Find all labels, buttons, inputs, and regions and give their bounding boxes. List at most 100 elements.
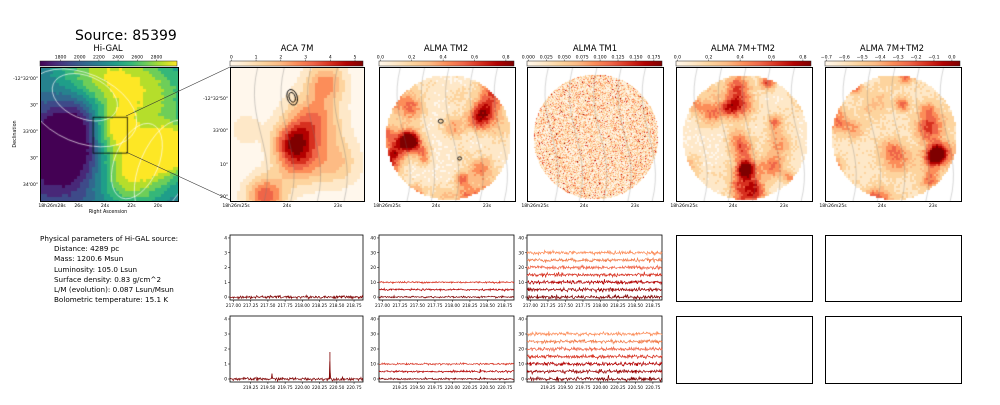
spectrum-series (526, 264, 663, 271)
colorbar-tick-label: 0.4 (736, 55, 743, 61)
empty-spectrum-box (676, 235, 813, 302)
spectrum-x-tick-label: 219.50 (410, 385, 425, 391)
spectrum-y-tick-label: 0 (521, 377, 524, 383)
colorbar-tick-label: −0.2 (910, 55, 921, 61)
spectrum-x-tick-label: 217.25 (243, 303, 258, 309)
spectrum-series (526, 360, 663, 367)
spectrum-x-tick-label: 220.50 (480, 385, 495, 391)
spectrum-x-tick-label: 219.50 (260, 385, 275, 391)
colorbar-tick-label: 5 (354, 55, 357, 61)
colorbar (229, 60, 364, 67)
spectrum-series (526, 345, 663, 353)
spectrum-series (526, 249, 663, 257)
axis-tick-label: 26s (74, 203, 83, 209)
colorbar-tick-label: −0.1 (928, 55, 939, 61)
axis-tick-label: 24s (432, 203, 441, 209)
param-mass: Mass: 1200.6 Msun (54, 254, 124, 264)
spectrum-panel: 0 1 2 3 4 217.00 217.25 217.50 217.75 218.00 218.2… (224, 234, 364, 309)
spectrum-y-tick-label: 10 (370, 362, 376, 368)
spectrum-x-tick-label: 217.75 (427, 303, 442, 309)
spectrum-y-tick-label: 4 (224, 317, 227, 323)
axis-tick-label: 22s (127, 203, 136, 209)
spectrum-x-tick-label: 218.75 (645, 303, 660, 309)
spectrum-x-tick-label: 218.50 (329, 303, 344, 309)
axis-tick-label: 30" (30, 103, 38, 109)
higal-map (40, 67, 179, 202)
colorbar-tick-label: 0 (230, 55, 233, 61)
spectrum-series (378, 361, 515, 366)
colorbar-tick-label: 0.175 (647, 55, 660, 61)
axis-tick-label: 33'00" (213, 128, 228, 134)
panel-title-aca7m: ACA 7M (280, 44, 314, 54)
spectrum-series (378, 294, 515, 299)
panel-title-higal: Hi-GAL (93, 44, 123, 54)
axis-tick-label: 18h26m25s (819, 203, 847, 209)
axis-tick-label: 24s (283, 203, 292, 209)
colorbar-tick-label: 1 (255, 55, 258, 61)
spectrum-x-tick-label: 218.75 (347, 303, 362, 309)
spectrum-y-tick-label: 20 (370, 265, 376, 271)
spectrum-x-tick-label: 219.25 (540, 385, 555, 391)
spectrum-y-tick-label: 20 (518, 265, 524, 271)
colorbar-tick-label: 0.0 (948, 55, 955, 61)
spectrum-x-tick-label: 218.75 (497, 303, 512, 309)
colorbar-tick-label: −0.5 (857, 55, 868, 61)
spectrum-x-tick-label: 219.75 (278, 385, 293, 391)
spectrum-x-tick-label: 218.00 (593, 303, 608, 309)
colorbar-tick-label: 0.050 (558, 55, 571, 61)
colorbar (378, 60, 515, 67)
param-luminosity: Luminosity: 105.0 Lsun (54, 264, 138, 274)
source-title: Source: 85399 (75, 28, 177, 44)
spectrum-series (526, 271, 663, 279)
colorbar-tick-label: 0.075 (576, 55, 589, 61)
spectrum-x-tick-label: 217.25 (540, 303, 555, 309)
axis-tick-label: -12°32'50" (203, 96, 228, 102)
colorbar-tick-label: 3 (304, 55, 307, 61)
spectrum-x-tick-label: 219.25 (243, 385, 258, 391)
spectrum-x-tick-label: 220.25 (610, 385, 625, 391)
axis-tick-label: 23s (929, 203, 938, 209)
spectrum-x-tick-label: 217.00 (226, 303, 241, 309)
spectrum-series (378, 376, 515, 381)
colorbar-tick-label: −0.3 (893, 55, 904, 61)
colorbar (675, 60, 812, 67)
axis-tick-label: 23s (483, 203, 492, 209)
colorbar-tick-label: 0.0 (674, 55, 681, 61)
spectrum-y-tick-label: 10 (370, 280, 376, 286)
axis-tick-label: 18h26m25s (222, 203, 250, 209)
spectrum-y-tick-label: 10 (518, 362, 524, 368)
panel-title-tm1: ALMA TM1 (572, 44, 618, 54)
spectrum-x-tick-label: 220.25 (312, 385, 327, 391)
spectrum-panel: 0 1 2 3 4 219.25 219.50 219.75 220.00 220.25 220.5… (224, 315, 364, 391)
colorbar-tick-label: 2200 (93, 55, 105, 61)
spectrum-x-tick-label: 218.50 (628, 303, 643, 309)
spectrum-series (378, 368, 515, 374)
colorbar (824, 60, 961, 67)
spectrum-y-tick-label: 2 (224, 347, 227, 353)
axis-tick-label: 30" (30, 156, 38, 162)
axis-tick-label: 24s (101, 203, 110, 209)
spectrum-x-tick-label: 219.75 (427, 385, 442, 391)
spectrum-y-tick-label: 1 (224, 362, 227, 368)
tm1-map (527, 67, 664, 202)
colorbar-tick-label: 0.2 (408, 55, 415, 61)
spectrum-x-tick-label: 217.50 (410, 303, 425, 309)
zoom-line (125, 151, 231, 201)
spectrum-y-tick-label: 30 (518, 250, 524, 256)
axis-tick-label: 24s (878, 203, 887, 209)
spectrum-y-tick-label: 30 (518, 332, 524, 338)
spectrum-y-tick-label: 2 (224, 265, 227, 271)
spectrum-y-tick-label: 3 (224, 332, 227, 338)
spectrum-x-tick-label: 220.75 (645, 385, 660, 391)
colorbar-tick-label: 2000 (74, 55, 86, 61)
spectrum-series (526, 279, 663, 286)
spectrum-series (526, 353, 663, 360)
colorbar-tick-label: 0.8 (502, 55, 509, 61)
spectrum-y-tick-label: 4 (224, 236, 227, 242)
panel-title-tm2: ALMA TM2 (423, 44, 469, 54)
params-header: Physical parameters of Hi-GAL source: (40, 234, 179, 243)
param-surface-density: Surface density: 0.83 g/cm^2 (54, 274, 162, 284)
axis-tick-label: 24s (580, 203, 589, 209)
source-parameters: Physical parameters of Hi-GAL source: Di… (40, 234, 178, 305)
